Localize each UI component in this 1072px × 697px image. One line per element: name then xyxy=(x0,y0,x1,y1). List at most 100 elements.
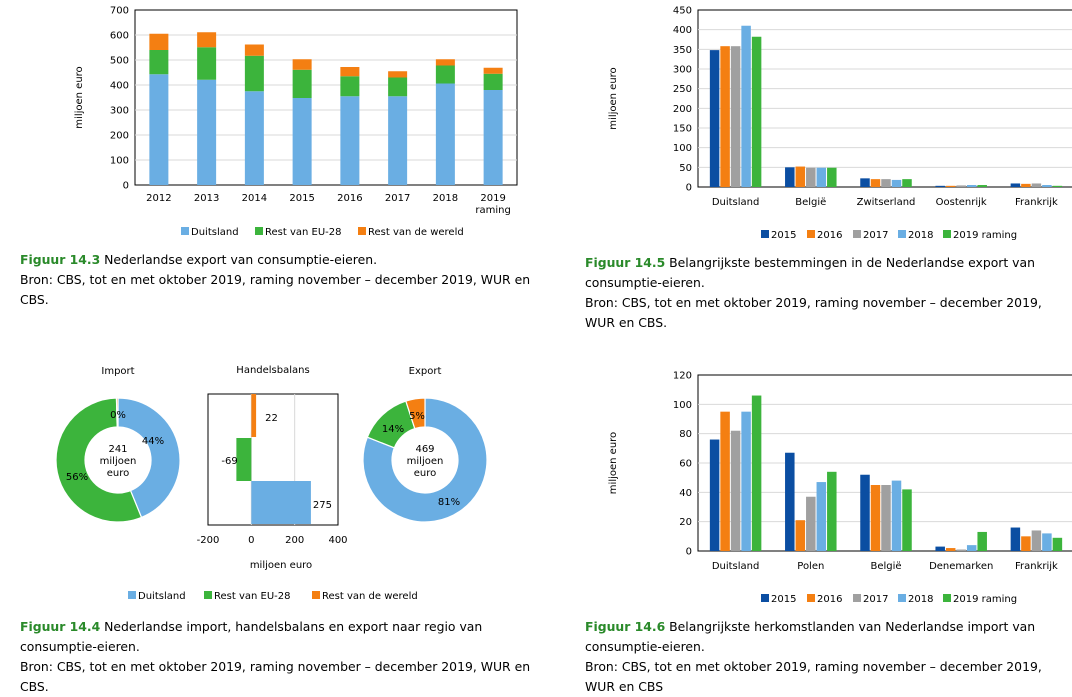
legend-label: Rest van EU-28 xyxy=(214,591,291,602)
legend-swatch xyxy=(853,594,861,602)
bar xyxy=(870,485,881,551)
legend-swatch xyxy=(807,594,815,602)
y-tick-label: 400 xyxy=(673,25,692,36)
donut-center-text: 241 xyxy=(108,444,127,455)
legend-label: 2018 xyxy=(908,230,933,241)
bar xyxy=(1052,537,1063,551)
caption-label: Figuur 14.3 xyxy=(20,252,101,267)
bar xyxy=(720,411,730,551)
bar xyxy=(1042,185,1052,187)
legend-swatch xyxy=(898,230,906,238)
y-tick-label: 100 xyxy=(673,143,692,154)
bar xyxy=(795,520,806,551)
legend-swatch xyxy=(853,230,861,238)
legend-label: Duitsland xyxy=(191,227,239,238)
x-tick-label: Oostenrijk xyxy=(936,197,987,208)
x-tick-label: Zwitserland xyxy=(857,197,916,208)
x-axis-label: miljoen euro xyxy=(250,560,312,571)
bar xyxy=(860,474,870,551)
bar xyxy=(945,548,956,551)
legend-label: 2015 xyxy=(771,230,796,241)
legend-swatch xyxy=(761,230,769,238)
legend-swatch xyxy=(312,591,320,599)
y-tick-label: 0 xyxy=(686,183,692,194)
bar xyxy=(881,179,891,187)
y-tick-label: 600 xyxy=(110,31,129,42)
legend-swatch xyxy=(943,594,951,602)
y-axis-label: miljoen euro xyxy=(74,66,85,128)
x-tick-label: -200 xyxy=(197,535,220,546)
bar-segment xyxy=(435,83,455,185)
x-tick-label: 2015 xyxy=(289,193,314,204)
x-tick-label: Duitsland xyxy=(712,561,760,572)
legend-label: 2017 xyxy=(863,594,888,605)
caption-source: Bron: CBS, tot en met oktober 2019, rami… xyxy=(20,659,531,694)
bar xyxy=(751,395,762,551)
bar-segment xyxy=(340,96,360,185)
y-tick-label: 60 xyxy=(679,459,692,470)
plot-area xyxy=(207,393,339,526)
legend-swatch xyxy=(358,227,366,235)
bar xyxy=(827,471,837,551)
bar-segment xyxy=(149,50,169,75)
slice-label: 44% xyxy=(142,436,164,447)
x-tick-label: 0 xyxy=(248,535,254,546)
x-tick-label: 2016 xyxy=(337,193,362,204)
bar xyxy=(935,185,945,187)
bar xyxy=(709,50,720,188)
x-tick-label: 2012 xyxy=(146,193,171,204)
bar xyxy=(1010,527,1021,551)
legend-label: 2015 xyxy=(771,594,796,605)
x-tick-label: België xyxy=(870,561,901,572)
bar-segment xyxy=(244,55,264,92)
y-tick-label: 50 xyxy=(679,163,692,174)
y-tick-label: 300 xyxy=(673,65,692,76)
y-tick-label: 20 xyxy=(679,517,692,528)
x-tick-label: 2018 xyxy=(433,193,458,204)
donut-center-text: euro xyxy=(107,468,130,479)
bar-segment xyxy=(197,47,217,80)
y-tick-label: 200 xyxy=(673,104,692,115)
bar xyxy=(935,546,945,551)
bar xyxy=(251,394,257,437)
bar xyxy=(827,167,837,187)
bar xyxy=(966,545,977,551)
x-tick-label: 200 xyxy=(285,535,304,546)
slice-label: 5% xyxy=(409,411,425,422)
donut-center-text: miljoen xyxy=(407,456,444,467)
caption-label: Figuur 14.6 xyxy=(585,619,666,634)
donut-center-text: euro xyxy=(414,468,437,479)
legend-label: 2019 raming xyxy=(953,230,1017,241)
donut-title: Export xyxy=(409,366,442,377)
x-tick-label: België xyxy=(795,197,826,208)
bar xyxy=(1010,183,1021,187)
donut-slice xyxy=(115,397,119,428)
donut-center-text: 469 xyxy=(415,444,434,455)
bar-segment xyxy=(435,59,455,66)
bar xyxy=(1021,183,1031,187)
y-tick-label: 100 xyxy=(673,400,692,411)
bar-segment xyxy=(388,96,408,185)
bar xyxy=(1042,533,1052,551)
y-tick-label: 300 xyxy=(110,106,129,117)
bar-segment xyxy=(388,71,408,78)
legend-swatch xyxy=(204,591,212,599)
bar xyxy=(816,167,827,187)
legend-swatch xyxy=(761,594,769,602)
bar xyxy=(956,549,966,551)
y-axis-label: miljoen euro xyxy=(608,67,619,129)
legend-swatch xyxy=(943,230,951,238)
caption-source: Bron: CBS, tot en met oktober 2019, rami… xyxy=(585,659,1042,694)
bar-segment xyxy=(435,65,455,84)
legend-label: 2019 raming xyxy=(953,594,1017,605)
y-tick-label: 80 xyxy=(679,429,692,440)
bar xyxy=(806,167,816,187)
bar xyxy=(785,167,795,187)
legend-label: 2017 xyxy=(863,230,888,241)
donut-slice xyxy=(362,397,488,523)
caption-source: Bron: CBS, tot en met oktober 2019, rami… xyxy=(20,272,531,307)
bar-segment xyxy=(292,69,312,98)
bar xyxy=(891,179,902,187)
x-tick-label: 2013 xyxy=(194,193,219,204)
